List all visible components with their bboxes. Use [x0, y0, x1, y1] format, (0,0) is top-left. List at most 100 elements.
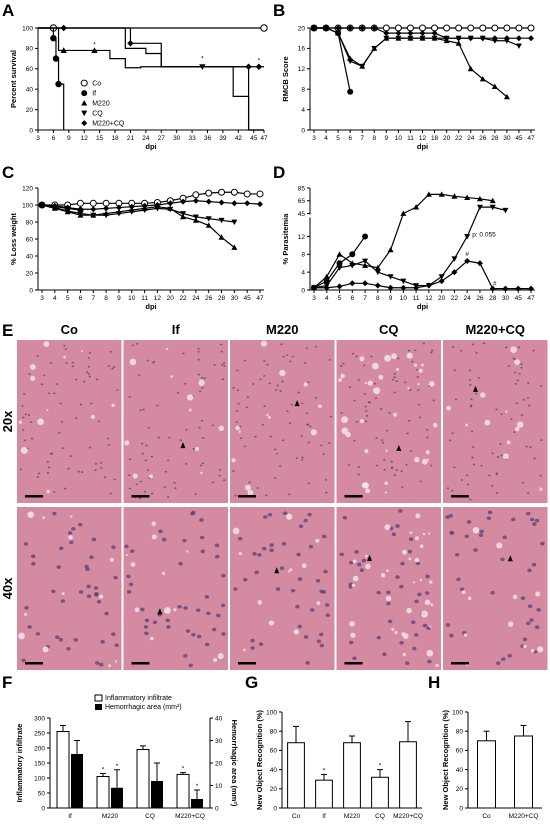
nucleus [221, 363, 224, 366]
vacuole [341, 416, 349, 424]
nucleus [307, 441, 310, 444]
x-tick-label: 21 [127, 135, 135, 142]
x-tick-label: 7 [91, 295, 95, 302]
y-tick-label: 16 [298, 46, 306, 53]
nucleus [300, 402, 304, 405]
vacuole [43, 341, 50, 348]
data-point [154, 202, 161, 208]
data-point [60, 47, 67, 53]
nucleus [59, 546, 64, 551]
histology-image [123, 507, 228, 670]
nucleus [274, 388, 278, 391]
x-tick-label: 36 [204, 135, 212, 142]
vacuole [380, 573, 386, 578]
y-tick-label: 120 [22, 185, 33, 192]
nucleus [49, 362, 53, 365]
significance-star: * [182, 766, 185, 773]
x-tick-label: 4 [53, 295, 57, 302]
nucleus [400, 561, 405, 566]
nucleus [157, 436, 160, 439]
nucleus [221, 378, 225, 381]
nucleus [113, 478, 116, 481]
nucleus [329, 415, 333, 418]
nucleus [85, 567, 90, 572]
data-point [141, 207, 148, 214]
vacuole [421, 610, 428, 618]
y-axis-title: RMCB Score [281, 56, 290, 101]
data-point [347, 88, 354, 95]
nucleus [239, 437, 243, 440]
nucleus [258, 642, 264, 646]
vacuole [238, 430, 241, 433]
nucleus [526, 621, 531, 626]
nucleus [432, 399, 435, 402]
data-point [115, 211, 122, 217]
nucleus [128, 458, 132, 461]
nucleus [21, 405, 24, 407]
data-point [489, 197, 496, 204]
nucleus [427, 659, 432, 664]
nucleus [204, 642, 210, 647]
hash-annotation: # [465, 251, 469, 258]
vacuole [461, 590, 466, 595]
data-point [395, 30, 402, 37]
nucleus [405, 463, 408, 466]
bar [514, 735, 533, 809]
nucleus [250, 638, 255, 643]
nucleus [310, 608, 315, 612]
x-tick-label: 11 [407, 135, 414, 142]
nucleus [525, 445, 528, 448]
nucleus [269, 548, 274, 552]
nucleus [221, 632, 226, 636]
nucleus [373, 382, 377, 385]
nucleus [107, 444, 110, 446]
nucleus [376, 635, 381, 640]
nucleus [201, 437, 205, 439]
x-tick-label: 45 [250, 135, 258, 142]
nucleus [507, 365, 511, 368]
x-tick-label: Co [292, 813, 301, 820]
nucleus [50, 452, 53, 455]
vacuole [170, 375, 173, 378]
nucleus [414, 349, 417, 352]
data-point [245, 63, 252, 70]
vacuole [430, 603, 434, 607]
nucleus [454, 552, 460, 557]
nucleus [214, 543, 220, 548]
data-point [52, 55, 60, 62]
nucleus [139, 409, 142, 412]
data-point [413, 204, 420, 210]
data-point [230, 188, 238, 196]
nucleus [66, 646, 71, 651]
nucleus [174, 487, 177, 490]
nucleus [285, 354, 289, 356]
vacuole [384, 491, 387, 494]
y-tick-label: 8 [301, 87, 305, 94]
nucleus [340, 365, 343, 367]
data-point [491, 24, 499, 32]
nucleus [67, 467, 70, 470]
vacuole [217, 653, 224, 660]
nucleus [28, 373, 31, 376]
nucleus [75, 417, 78, 420]
nucleus [480, 464, 483, 467]
nucleus [446, 487, 450, 490]
y-tick-label: 20 [270, 786, 278, 793]
nucleus [204, 594, 210, 599]
nucleus [146, 469, 149, 471]
data-point [387, 246, 394, 253]
vacuole [164, 607, 171, 614]
x-tick-label: 8 [376, 295, 380, 302]
rmcb-chart: 3 4 5 6 7 8 9 10 11 12 18 20 22 24 26 28 30 45 47dpi048121… [281, 24, 535, 151]
vacuole [365, 488, 371, 494]
vacuole [257, 600, 263, 605]
arrowhead-marker [274, 567, 280, 574]
vacuole [231, 458, 236, 463]
legend-marker [81, 110, 88, 117]
vacuole [401, 632, 406, 637]
data-point [467, 35, 474, 42]
nucleus [417, 403, 421, 406]
data-point [115, 204, 122, 211]
data-point [218, 199, 225, 206]
nucleus [268, 382, 271, 385]
